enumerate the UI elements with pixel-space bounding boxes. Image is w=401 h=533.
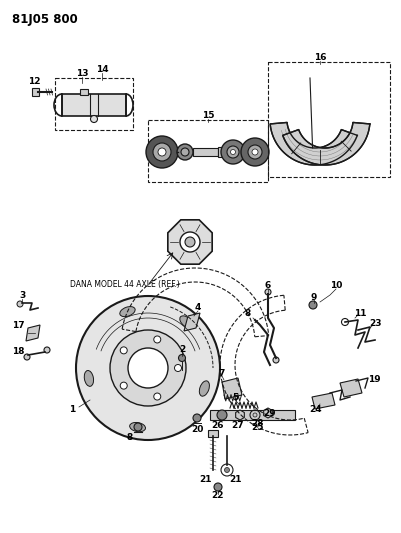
Circle shape [44,347,50,353]
Text: 11: 11 [354,310,366,319]
Ellipse shape [130,423,146,432]
Text: 81J05 800: 81J05 800 [12,13,78,26]
Circle shape [158,148,166,156]
Text: 13: 13 [76,69,88,78]
Text: 24: 24 [310,406,322,415]
Text: 9: 9 [311,293,317,302]
Text: 15: 15 [202,111,214,120]
Circle shape [252,149,258,155]
Text: DANA MODEL 44 AXLE (REF.): DANA MODEL 44 AXLE (REF.) [70,280,180,289]
Text: 28: 28 [251,419,263,429]
Circle shape [153,143,171,161]
Polygon shape [340,379,362,397]
Text: 29: 29 [264,408,276,417]
Bar [218,147,223,157]
Bar [268,62,390,177]
Text: 3: 3 [19,292,25,301]
Circle shape [120,347,127,354]
Bar [55,78,133,130]
Text: 12: 12 [28,77,40,86]
Bar [208,430,218,437]
Text: 26: 26 [212,422,224,431]
Text: 21: 21 [229,475,241,484]
Polygon shape [222,378,242,399]
Polygon shape [270,123,357,165]
Circle shape [241,138,269,166]
Circle shape [193,414,201,422]
Text: 21: 21 [199,475,211,484]
Circle shape [185,237,195,247]
Ellipse shape [120,306,135,317]
Text: 22: 22 [212,491,224,500]
Polygon shape [312,393,335,409]
Circle shape [227,146,239,158]
Circle shape [178,354,186,361]
Text: 27: 27 [232,422,244,431]
Bar [210,410,295,420]
Text: 8: 8 [245,310,251,319]
Bar [62,94,126,116]
Polygon shape [283,123,370,165]
Circle shape [214,483,222,491]
Circle shape [217,410,227,420]
Text: 2: 2 [179,345,185,354]
Circle shape [253,413,257,417]
Circle shape [128,348,168,388]
Text: 17: 17 [12,321,24,330]
Circle shape [91,116,97,123]
Circle shape [154,393,161,400]
Bar [32,88,39,96]
Circle shape [248,145,262,159]
Text: 18: 18 [12,348,24,357]
Bar [148,120,268,182]
Text: 5: 5 [232,392,238,401]
Bar [80,89,88,95]
Circle shape [273,357,279,363]
Circle shape [309,301,317,309]
Ellipse shape [180,316,193,328]
Text: 14: 14 [96,66,108,75]
Circle shape [225,467,229,472]
Text: 7: 7 [219,368,225,377]
Text: 1: 1 [69,406,75,415]
Text: 19: 19 [368,376,380,384]
Circle shape [120,382,127,389]
Text: 8: 8 [127,433,133,442]
Polygon shape [184,313,200,331]
Circle shape [221,140,245,164]
Text: 20: 20 [191,425,203,434]
Circle shape [76,296,220,440]
Circle shape [265,289,271,295]
Circle shape [110,330,186,406]
Circle shape [146,136,178,168]
Circle shape [177,144,193,160]
Text: 25: 25 [252,423,264,432]
Ellipse shape [84,370,93,386]
Text: 6: 6 [265,281,271,290]
Polygon shape [26,325,40,341]
Text: 16: 16 [314,53,326,62]
Circle shape [154,336,161,343]
Text: 4: 4 [195,303,201,312]
Circle shape [180,232,200,252]
Text: 23: 23 [370,319,382,327]
Circle shape [181,148,189,156]
Circle shape [24,354,30,360]
Polygon shape [168,220,212,264]
Circle shape [134,423,142,431]
Circle shape [231,149,235,155]
Ellipse shape [199,381,209,396]
Circle shape [17,301,23,307]
Text: 10: 10 [330,280,342,289]
Bar [193,148,218,156]
Circle shape [174,365,182,372]
